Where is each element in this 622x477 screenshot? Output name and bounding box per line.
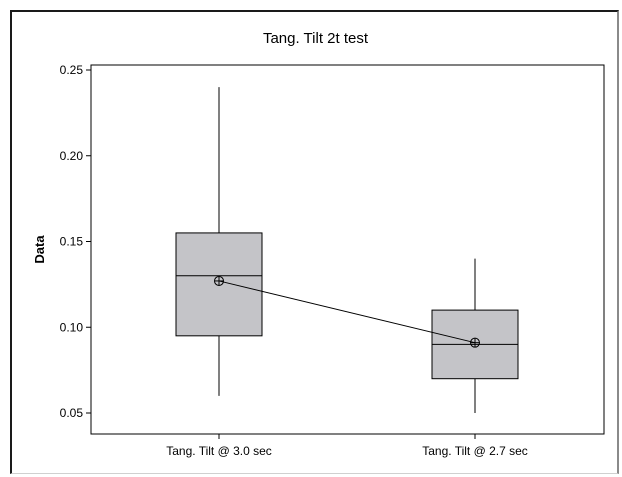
y-axis-label: Data xyxy=(32,235,47,264)
y-tick-label: 0.05 xyxy=(60,406,84,420)
plot-area xyxy=(90,64,605,435)
y-tick-label: 0.10 xyxy=(60,320,84,334)
chart-title: Tang. Tilt 2t test xyxy=(262,30,369,47)
x-tick-label: Tang. Tilt @ 2.7 sec xyxy=(422,444,528,458)
y-tick-label: 0.20 xyxy=(60,149,84,163)
y-tick-label: 0.25 xyxy=(60,63,84,77)
x-tick-label: Tang. Tilt @ 3.0 sec xyxy=(166,444,272,458)
y-tick-label: 0.15 xyxy=(60,235,84,249)
mean-connect-line xyxy=(218,280,476,344)
